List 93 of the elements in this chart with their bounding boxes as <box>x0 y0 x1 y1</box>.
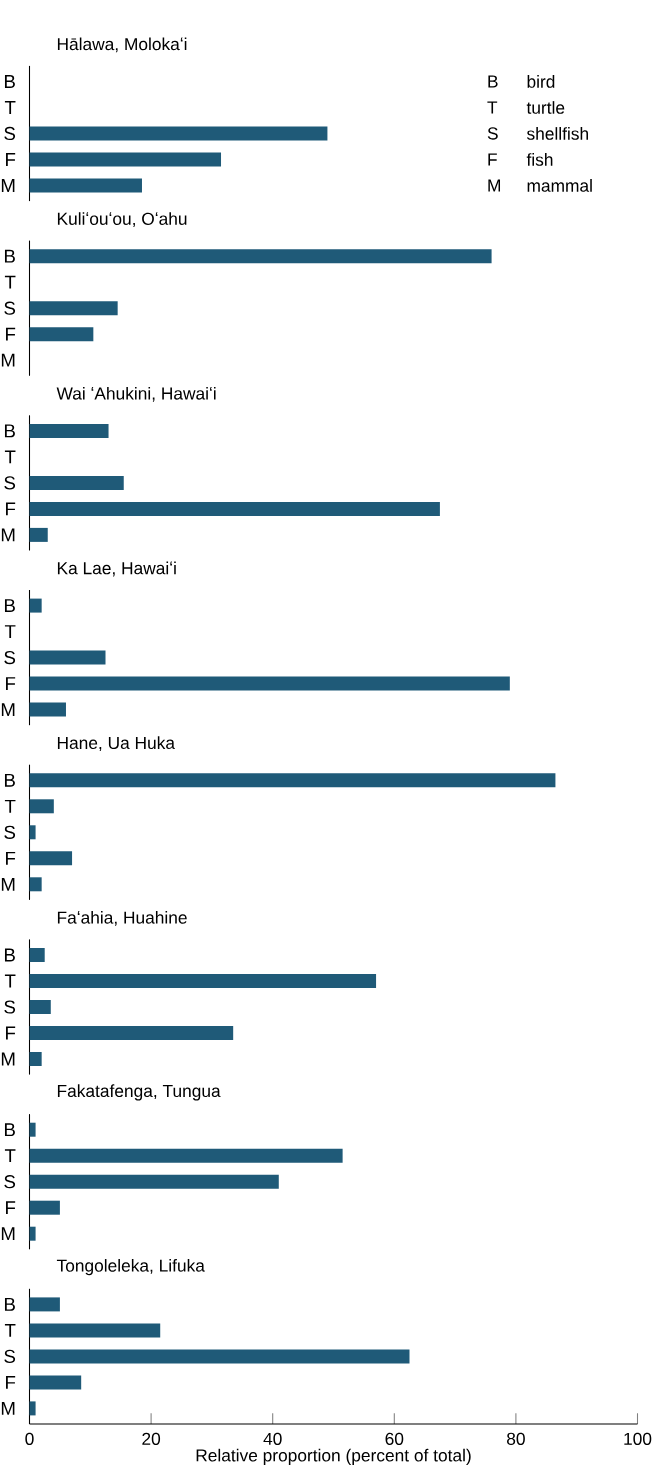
y-tick-label: B <box>4 1123 15 1137</box>
bar <box>29 1375 82 1390</box>
y-tick-label: B <box>4 948 15 962</box>
bar <box>29 948 45 962</box>
y-tick-label: M <box>1 179 15 192</box>
bar <box>29 1401 36 1416</box>
annotation: M <box>488 179 501 192</box>
chart-title: Faʻahia, Huahine <box>57 911 187 926</box>
y-tick-label: F <box>6 677 16 691</box>
bar <box>29 877 42 892</box>
y-tick-label: B <box>4 424 15 438</box>
y-tick-label: B <box>4 249 15 263</box>
y-tick-label: M <box>1 877 15 891</box>
y-tick-label: T <box>4 450 16 464</box>
bar <box>29 1200 60 1215</box>
x-tick-label: 40 <box>263 1432 282 1445</box>
y-tick-label: M <box>1 1052 15 1066</box>
annotation: mammal <box>527 179 592 192</box>
chart-title: Hane, Ua Huka <box>57 736 175 752</box>
bar <box>29 475 124 490</box>
bar <box>29 650 106 665</box>
y-tick-label: F <box>6 327 16 341</box>
annotation: bird <box>527 75 555 88</box>
annotation: T <box>487 101 498 114</box>
y-tick-label: B <box>4 773 15 787</box>
annotation: S <box>487 127 498 140</box>
x-tick-label: 60 <box>385 1432 404 1445</box>
bar <box>29 1000 51 1014</box>
bar <box>29 1052 42 1066</box>
y-tick-label: S <box>4 126 16 141</box>
bar <box>29 773 556 788</box>
y-tick-label: B <box>4 1297 15 1311</box>
y-tick-label: S <box>4 825 16 839</box>
bar <box>29 1025 234 1040</box>
x-tick-label: 100 <box>624 1432 652 1445</box>
y-tick-label: F <box>6 1375 16 1389</box>
y-tick-label: M <box>1 703 15 717</box>
y-tick-label: B <box>4 599 15 613</box>
annotation: turtle <box>526 101 565 114</box>
chart-title: Tongoleleka, Lifuka <box>56 1259 205 1276</box>
bar <box>29 702 66 717</box>
y-tick-label: M <box>1 353 15 367</box>
annotation: F <box>488 153 497 166</box>
bar <box>29 423 109 438</box>
y-tick-label: T <box>4 625 16 639</box>
bar <box>29 501 440 516</box>
x-tick-label: 80 <box>507 1432 525 1445</box>
y-tick-label: M <box>1 1401 15 1415</box>
chart-title: Kuliʻouʻou, Oʻahu <box>57 212 187 227</box>
bar <box>29 1226 36 1241</box>
x-axis-title: Relative proportion (percent of total) <box>196 1448 471 1465</box>
y-tick-label: S <box>4 1175 16 1189</box>
bar <box>29 1174 279 1189</box>
y-tick-label: M <box>1 528 15 542</box>
chart-title: Wai ʻAhukini, Hawaiʻi <box>56 386 216 402</box>
y-tick-label: S <box>4 301 16 315</box>
y-tick-label: F <box>6 502 16 516</box>
x-tick-label: 20 <box>142 1432 161 1445</box>
annotation: fish <box>526 153 553 166</box>
y-tick-label: T <box>4 974 16 988</box>
bar <box>29 851 73 866</box>
y-tick-label: F <box>6 1201 16 1215</box>
y-tick-label: T <box>4 101 16 114</box>
y-tick-label: S <box>4 650 16 665</box>
bar <box>29 1148 343 1163</box>
annotation: B <box>488 75 498 88</box>
bar <box>29 598 42 613</box>
bar <box>29 799 54 814</box>
chart-title: Hālawa, Molokaʻi <box>57 37 187 53</box>
y-tick-label: F <box>6 851 16 865</box>
y-tick-label: T <box>4 275 16 289</box>
y-tick-label: S <box>4 1349 16 1364</box>
bar <box>29 825 36 840</box>
chart-title: Fakatafenga, Tungua <box>57 1084 221 1101</box>
bar <box>29 676 510 691</box>
x-tick-label: 0 <box>25 1432 34 1445</box>
y-tick-label: M <box>1 1227 15 1241</box>
y-tick-label: F <box>6 153 16 166</box>
y-tick-label: T <box>4 1323 16 1337</box>
bar <box>29 1349 410 1364</box>
y-tick-label: B <box>4 75 15 88</box>
y-tick-label: F <box>6 1026 16 1040</box>
bar <box>29 974 377 988</box>
y-tick-label: S <box>4 476 16 490</box>
bar <box>29 527 48 542</box>
chart-title: Ka Lae, Hawaiʻi <box>57 561 176 577</box>
bar <box>29 1122 36 1137</box>
annotation: shellfish <box>526 127 588 140</box>
y-tick-label: T <box>4 1149 16 1163</box>
bar <box>29 1297 60 1312</box>
y-tick-label: T <box>4 799 16 813</box>
y-tick-label: S <box>4 1000 16 1014</box>
bar <box>29 1323 161 1338</box>
